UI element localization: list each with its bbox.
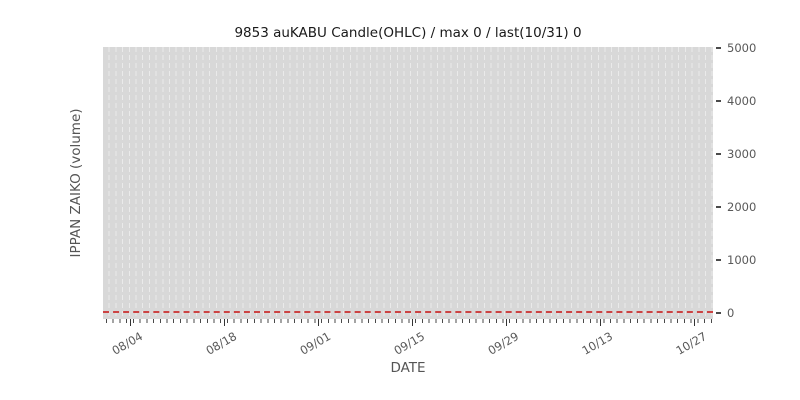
x-tick-label: 10/13: [579, 329, 615, 358]
y-tick-label: 4000: [727, 94, 757, 108]
x-major-tick: [600, 319, 602, 326]
x-tick-label: 09/15: [391, 329, 427, 358]
x-major-tick: [694, 319, 696, 326]
y-tick-mark: [716, 259, 721, 261]
chart-title: 9853 auKABU Candle(OHLC) / max 0 / last(…: [234, 25, 582, 41]
y-tick-label: 3000: [727, 147, 757, 161]
x-tick-label: 09/01: [297, 329, 333, 358]
y-tick-mark: [716, 206, 721, 208]
x-major-tick: [318, 319, 320, 326]
x-tick-label: 08/04: [109, 329, 145, 358]
x-major-tick: [130, 319, 132, 326]
y-tick-label: 0: [727, 306, 735, 320]
zero-value-line: [103, 311, 713, 313]
y-axis-label: IPPAN ZAIKO (volume): [68, 108, 84, 258]
x-major-tick: [412, 319, 414, 326]
x-tick-label: 08/18: [203, 329, 239, 358]
x-tick-label: 10/27: [673, 329, 709, 358]
y-tick-mark: [716, 100, 721, 102]
y-tick-label: 5000: [727, 41, 757, 55]
x-major-tick: [506, 319, 508, 326]
y-tick-mark: [716, 312, 721, 314]
y-tick-mark: [716, 47, 721, 49]
y-tick-label: 2000: [727, 200, 757, 214]
y-tick-label: 1000: [727, 253, 757, 267]
y-tick-mark: [716, 153, 721, 155]
x-tick-label: 09/29: [485, 329, 521, 358]
x-axis-minor-ticks: [103, 319, 714, 323]
x-axis-label: DATE: [390, 360, 426, 376]
plot-area: [103, 47, 713, 319]
x-major-tick: [224, 319, 226, 326]
